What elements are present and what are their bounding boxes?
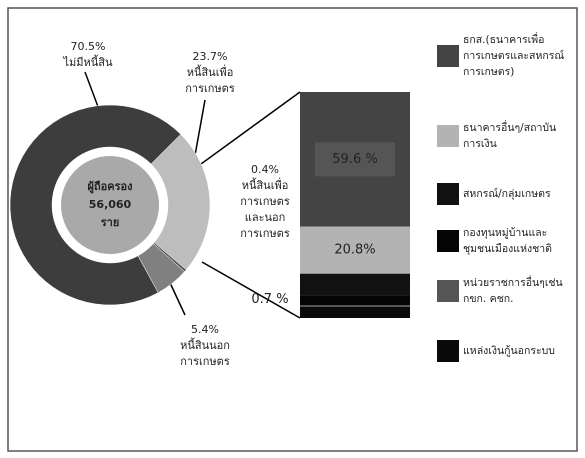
legend-label: หน่วยราชการอื่นๆเช่นกขก. คชก. xyxy=(463,275,563,305)
center-disc xyxy=(59,154,161,256)
value-label: 23.7% xyxy=(193,50,228,63)
label-box xyxy=(315,142,395,177)
legend-swatch xyxy=(437,183,459,205)
value-label: 0.4% xyxy=(251,163,279,176)
bar-segment xyxy=(300,273,410,296)
leader xyxy=(84,71,101,113)
legend-swatch xyxy=(437,45,459,67)
donut-slice xyxy=(9,104,182,306)
center-label: ผู้ถือครอง xyxy=(88,180,133,194)
category-label: หนี้สินนอกการเกษตร xyxy=(180,337,230,368)
bar-segment xyxy=(300,306,410,318)
value-label: 70.5% xyxy=(71,40,106,53)
value-label: 59.6 % xyxy=(332,152,377,167)
legend-label: กองทุนหมู่บ้านและชุมชนเมืองแห่งชาติ xyxy=(463,227,552,255)
center-label: ราย xyxy=(101,216,120,229)
category-label: หนี้สินเพื่อการเกษตร xyxy=(185,64,235,95)
legend-label: แหล่งเงินกู้นอกระบบ xyxy=(463,345,555,357)
value-label: 5.4% xyxy=(191,323,219,336)
value-label: 20.8% xyxy=(334,243,375,258)
bar-segment xyxy=(300,295,410,306)
connector xyxy=(189,91,301,173)
legend-swatch xyxy=(437,230,459,252)
bar-segment xyxy=(300,305,410,307)
category-label: ไม่มีหนี้สิน xyxy=(62,54,113,69)
value-label: 0.7 % xyxy=(251,292,288,307)
legend-label: ธกส.(ธนาคารเพื่อการเกษตรและสหกรณ์การเกษต… xyxy=(463,32,564,78)
legend-swatch xyxy=(437,340,459,362)
center-label: 56,060 xyxy=(89,198,132,211)
connector xyxy=(201,261,301,319)
legend-swatch xyxy=(437,280,459,302)
bar-segment xyxy=(300,226,410,274)
category-label: หนี้สินเพื่อการเกษตรและนอกการเกษตร xyxy=(240,177,290,240)
legend-swatch xyxy=(437,125,459,147)
legend-label: สหกรณ์/กลุ่มเกษตร xyxy=(463,187,551,200)
legend-label: ธนาคารอื่นๆ/สถาบันการเงิน xyxy=(463,120,556,150)
